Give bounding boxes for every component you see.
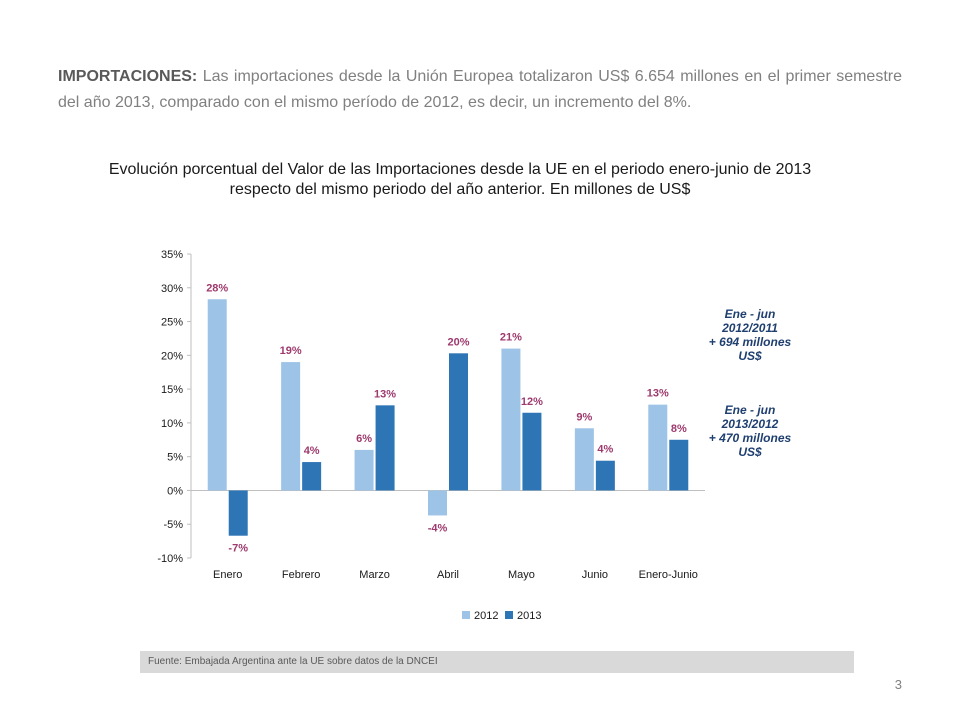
- legend-swatch-2013: [505, 611, 513, 619]
- data-label: -7%: [228, 543, 248, 555]
- y-tick-label: 10%: [161, 418, 183, 430]
- bar-2013-enero-junio: [669, 439, 689, 491]
- x-tick-label: Marzo: [359, 569, 390, 581]
- chart-title: Evolución porcentual del Valor de las Im…: [60, 160, 860, 200]
- page-number: 3: [894, 677, 902, 692]
- data-label: 4%: [597, 444, 613, 456]
- callout-1-line-3: + 694 millones: [708, 335, 792, 349]
- chart-title-line-2: respecto del mismo periodo del año anter…: [229, 181, 691, 198]
- data-label: 9%: [576, 411, 592, 423]
- y-tick-label: 5%: [167, 452, 183, 464]
- bar-2012-abril: [428, 490, 447, 516]
- y-tick-label: 20%: [161, 350, 183, 362]
- data-label: 28%: [206, 282, 228, 294]
- bar-2012-mayo: [501, 348, 521, 491]
- y-tick-label: 35%: [161, 249, 183, 261]
- bar-2013-junio: [595, 460, 615, 491]
- x-tick-label: Febrero: [282, 569, 321, 581]
- y-tick-label: 15%: [161, 384, 183, 396]
- data-label: 13%: [647, 388, 669, 400]
- data-label: 8%: [671, 423, 687, 435]
- bar-2013-abril: [449, 353, 468, 491]
- source-note: Fuente: Embajada Argentina ante la UE so…: [140, 651, 854, 673]
- y-tick-label: -10%: [157, 553, 183, 565]
- intro-paragraph: IMPORTACIONES: Las importaciones desde l…: [58, 64, 902, 116]
- callout-2-line-1: Ene - jun: [724, 403, 776, 417]
- callout-2013-2012: Ene - jun 2013/2012 + 470 millones US$: [690, 403, 810, 459]
- x-tick-label: Enero-Junio: [639, 569, 698, 581]
- x-tick-label: Junio: [582, 569, 608, 581]
- bar-2013-enero: [228, 490, 248, 536]
- bar-2012-enero: [207, 299, 227, 491]
- data-label: 19%: [280, 345, 302, 357]
- callout-1-line-2: 2012/2011: [722, 321, 778, 335]
- data-label: 12%: [521, 396, 543, 408]
- bar-2013-mayo: [522, 412, 542, 491]
- legend-label-2013: 2013: [517, 610, 541, 622]
- intro-lead: IMPORTACIONES:: [58, 68, 198, 85]
- y-tick-label: -5%: [163, 519, 183, 531]
- x-tick-label: Abril: [437, 569, 459, 581]
- x-tick-label: Enero: [213, 569, 242, 581]
- y-tick-label: 30%: [161, 283, 183, 295]
- chart-title-line-1: Evolución porcentual del Valor de las Im…: [108, 161, 812, 178]
- bar-2012-marzo: [354, 449, 374, 491]
- bar-2012-enero-junio: [648, 404, 668, 491]
- callout-2-line-2: 2013/2012: [721, 417, 779, 431]
- bar-2013-febrero: [302, 462, 322, 491]
- bar-2012-junio: [574, 428, 594, 491]
- data-label: 21%: [500, 332, 522, 344]
- bar-2012-febrero: [281, 362, 301, 491]
- callout-1-line-4: US$: [738, 349, 762, 363]
- y-tick-label: 0%: [167, 485, 183, 497]
- data-label: 20%: [447, 336, 469, 348]
- data-label: 13%: [374, 388, 396, 400]
- legend-label-2012: 2012: [474, 610, 498, 622]
- data-label: 4%: [304, 445, 320, 457]
- legend-swatch-2012: [462, 611, 470, 619]
- callout-2-line-4: US$: [738, 445, 762, 459]
- bar-2013-marzo: [375, 405, 395, 491]
- data-label: -4%: [428, 522, 448, 534]
- callout-2-line-3: + 470 millones: [708, 431, 792, 445]
- callout-2012-2011: Ene - jun 2012/2011 + 694 millones US$: [690, 307, 810, 363]
- callout-1-line-1: Ene - jun: [724, 307, 776, 321]
- intro-text: Las importaciones desde la Unión Europea…: [58, 68, 902, 111]
- x-tick-label: Mayo: [508, 569, 535, 581]
- y-tick-label: 25%: [161, 317, 183, 329]
- data-label: 6%: [356, 433, 372, 445]
